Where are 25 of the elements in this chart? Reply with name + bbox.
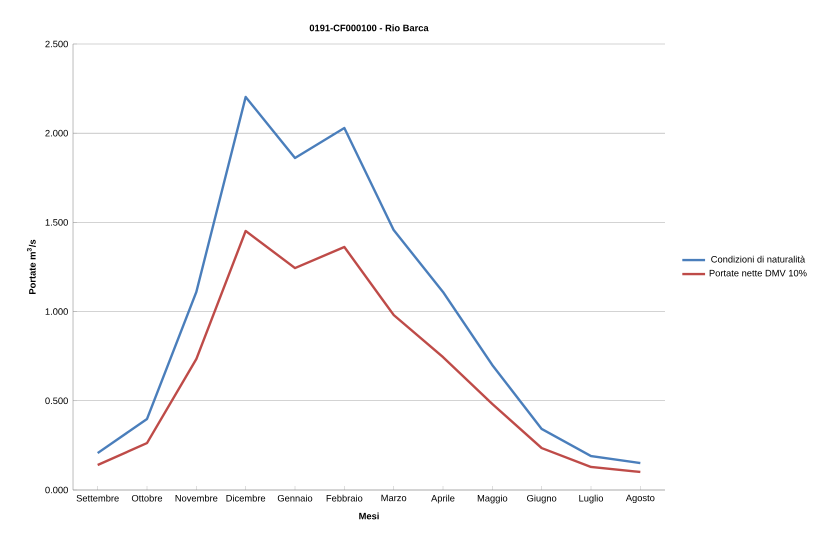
x-tick-label: Marzo — [381, 494, 406, 502]
chart-title: 0191-CF000100 - Rio Barca — [310, 24, 429, 32]
x-tick-label: Agosto — [626, 494, 654, 504]
x-tick-label: Giugno — [527, 494, 556, 504]
y-tick-label: 0.500 — [45, 397, 68, 404]
y-axis-title: Portate m$^{3}$/s — [26, 240, 36, 294]
y-tick-label: 1.500 — [46, 219, 68, 226]
x-axis-title: Mesi — [359, 512, 379, 520]
y-tick-label: 2.500 — [45, 40, 68, 48]
y-tick-label: 0.000 — [45, 486, 68, 494]
x-tick-label: Gennaio — [278, 494, 312, 502]
x-tick-label: Luglio — [579, 494, 604, 504]
x-tick-label: Ottobre — [132, 494, 162, 502]
line-series — [96, 96, 642, 464]
line-series — [96, 230, 642, 474]
x-tick-label: Settembre — [76, 494, 119, 502]
x-tick-label: Febbraio — [326, 494, 362, 502]
legend-label: Condizioni di naturalità — [711, 256, 806, 263]
x-tick-label: Aprile — [431, 494, 455, 504]
y-tick-label: 2.000 — [45, 130, 68, 136]
x-tick-label: Maggio — [478, 494, 508, 504]
y-tick-label: 1.000 — [46, 308, 68, 315]
legend-label: Portate nette DMV 10% — [710, 270, 807, 276]
x-tick-label: Dicembre — [226, 494, 266, 502]
x-tick-label: Novembre — [176, 494, 218, 502]
